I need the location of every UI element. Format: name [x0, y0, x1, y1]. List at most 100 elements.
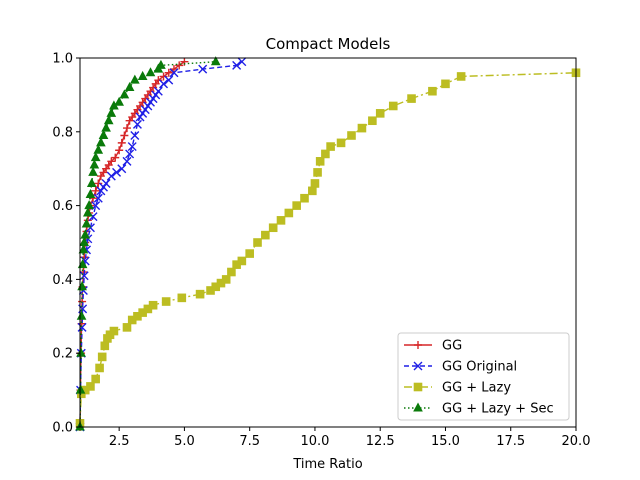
data-point: [90, 152, 101, 162]
data-point: [84, 200, 94, 210]
legend: GG GG Original GG + Lazy GG + Lazy + Sec: [397, 332, 570, 421]
data-point: [103, 115, 114, 125]
data-point: [300, 193, 309, 203]
y-tick-label: 0.0: [52, 421, 73, 436]
data-point: [321, 149, 330, 159]
data-point: [79, 236, 90, 246]
data-point: [101, 122, 111, 132]
data-point: [100, 341, 110, 351]
data-point: [120, 131, 129, 140]
data-point: [85, 188, 96, 199]
data-point: [368, 116, 377, 126]
data-point: [122, 323, 132, 332]
data-point: [101, 178, 111, 188]
y-tick-label: 0.8: [52, 125, 73, 140]
legend-marker: [413, 402, 423, 412]
data-point: [127, 142, 137, 152]
data-point: [98, 129, 109, 139]
data-point: [112, 167, 122, 177]
legend-item: GG Original: [404, 360, 517, 375]
data-point: [268, 223, 278, 233]
x-tick-label: 7.5: [239, 434, 260, 449]
data-point: [91, 374, 100, 384]
data-point: [313, 168, 322, 177]
data-point: [456, 72, 466, 81]
legend-label: GG + Lazy: [442, 381, 511, 396]
data-point: [93, 144, 104, 154]
legend-box: [397, 332, 570, 421]
y-tick-label: 1.0: [52, 52, 73, 67]
data-point: [107, 157, 116, 166]
data-point: [210, 56, 221, 66]
data-point: [93, 193, 103, 203]
x-tick-label: 10.0: [300, 434, 329, 449]
data-point: [159, 72, 168, 81]
data-point: [117, 164, 127, 174]
data-point: [441, 79, 450, 89]
data-point: [81, 218, 92, 228]
data-point: [336, 138, 346, 148]
data-point: [106, 107, 117, 117]
data-point: [88, 166, 98, 176]
data-point: [315, 157, 325, 166]
data-point: [137, 70, 148, 80]
data-point: [276, 216, 286, 225]
legend-item: GG + Lazy: [404, 381, 511, 396]
series-gg-original: [75, 57, 247, 432]
data-point: [76, 347, 86, 357]
data-point: [77, 259, 88, 269]
data-point: [292, 201, 301, 210]
x-tick-label: 15.0: [431, 434, 460, 449]
data-point: [169, 68, 179, 78]
data-point: [164, 68, 173, 77]
data-point: [357, 123, 367, 133]
legend-item: GG + Lazy + Sec: [404, 402, 554, 417]
data-point: [284, 208, 294, 218]
y-axis: 0.0 0.2 0.4 0.6 0.8 1.0: [52, 52, 80, 436]
y-tick-label: 0.6: [52, 199, 73, 214]
data-point: [80, 229, 91, 239]
data-point: [129, 74, 140, 84]
data-point: [232, 60, 242, 70]
data-point: [237, 57, 247, 67]
x-tick-label: 2.5: [109, 434, 130, 449]
series-gg-lazy-sec: [75, 56, 221, 431]
data-point: [145, 67, 156, 77]
data-point: [428, 86, 437, 96]
x-tick-label: 5.0: [174, 434, 195, 449]
data-point: [96, 137, 106, 147]
data-point: [253, 238, 262, 247]
data-point: [115, 146, 124, 155]
series-line: [79, 72, 577, 424]
plot-series: [75, 56, 581, 432]
x-axis-title: Time Ratio: [292, 457, 362, 472]
legend-marker: [413, 382, 423, 392]
legend-marker: [413, 361, 423, 371]
data-point: [82, 207, 93, 217]
data-point: [124, 81, 135, 92]
data-point: [77, 322, 87, 332]
data-point: [122, 156, 132, 166]
x-axis: 2.5 5.0 7.5 10.0 12.5 15.0 17.5 20.0: [109, 427, 591, 449]
data-point: [310, 179, 320, 188]
data-point: [75, 384, 86, 394]
plot-frame: [79, 57, 577, 428]
data-point: [125, 149, 135, 159]
data-point: [117, 138, 126, 147]
data-point: [407, 94, 416, 103]
data-point: [326, 142, 335, 151]
data-point: [95, 363, 104, 373]
data-point: [89, 159, 100, 169]
data-point: [153, 86, 163, 96]
data-point: [175, 61, 184, 70]
data-point: [237, 256, 247, 266]
x-tick-label: 20.0: [562, 434, 591, 449]
data-point: [198, 64, 208, 74]
x-tick-label: 12.5: [366, 434, 395, 449]
data-point: [156, 59, 166, 69]
data-point: [245, 249, 254, 258]
data-point: [308, 186, 317, 196]
data-point: [86, 177, 97, 187]
data-point: [177, 293, 187, 303]
